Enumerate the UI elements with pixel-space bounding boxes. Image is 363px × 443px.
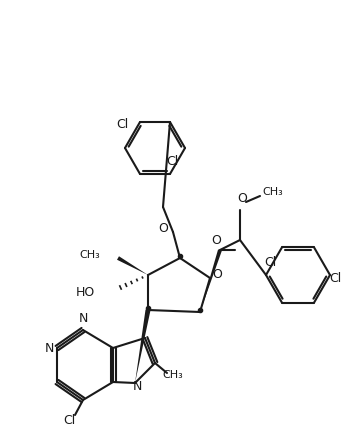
- Text: Cl: Cl: [329, 272, 341, 284]
- Text: N: N: [78, 311, 88, 325]
- Text: O: O: [212, 268, 222, 281]
- Text: Cl: Cl: [264, 256, 276, 269]
- Polygon shape: [200, 249, 222, 312]
- Text: O: O: [158, 222, 168, 234]
- Text: Cl: Cl: [63, 413, 75, 427]
- Text: CH₃: CH₃: [163, 370, 183, 380]
- Text: Cl: Cl: [116, 117, 128, 131]
- Polygon shape: [117, 256, 148, 275]
- Text: O: O: [237, 191, 247, 205]
- Text: HO: HO: [76, 287, 95, 299]
- Text: CH₃: CH₃: [262, 187, 283, 197]
- Text: O: O: [211, 233, 221, 246]
- Polygon shape: [135, 310, 150, 383]
- Text: Cl: Cl: [166, 155, 178, 168]
- Text: CH₃: CH₃: [79, 250, 100, 260]
- Text: N: N: [44, 342, 54, 354]
- Text: N: N: [132, 380, 142, 392]
